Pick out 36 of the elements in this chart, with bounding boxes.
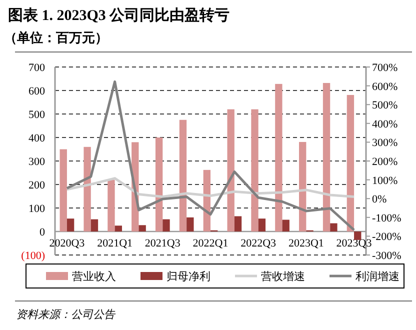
y-tick-label: (100) xyxy=(21,250,46,262)
y-tick-label: 300 xyxy=(28,156,46,168)
y2-tick-label: 0% xyxy=(372,194,387,206)
x-tick-label: 2021Q1 xyxy=(97,238,133,250)
y-tick-label: 600 xyxy=(28,86,46,98)
y2-tick-label: 300% xyxy=(372,137,398,150)
y-tick-label: 500 xyxy=(28,109,46,121)
y2-tick-label: 200% xyxy=(372,156,398,168)
x-tick-label: 2023Q3 xyxy=(336,238,372,250)
y-tick-label: 0 xyxy=(40,226,46,238)
y2-tick-label: 100% xyxy=(372,174,398,187)
line-series xyxy=(66,80,356,232)
x-tick-label: 2020Q3 xyxy=(49,238,86,250)
x-tick-label: 2022Q3 xyxy=(240,238,277,250)
x-tick-label: 2023Q1 xyxy=(288,238,324,250)
chart-subtitle: （单位：百万元） xyxy=(4,30,108,45)
y2-tick-label: 400% xyxy=(372,118,398,130)
legend-label: 营收增速 xyxy=(261,270,305,283)
text: 资料来源：公司公告 xyxy=(16,308,116,321)
legend-label: 归母净利 xyxy=(166,270,210,283)
line-series xyxy=(66,177,356,198)
y2-tick-label: 700% xyxy=(372,62,398,74)
x-tick-label: 2021Q3 xyxy=(144,238,181,250)
y-tick-label: 100 xyxy=(28,203,46,215)
y2-tick-label: 500% xyxy=(372,100,398,112)
y-tick-label: 200 xyxy=(28,180,46,192)
legend-label: 营业收入 xyxy=(72,270,116,283)
y-tick-label: 700 xyxy=(28,62,46,74)
chart-title: 图表 1. 2023Q3 公司同比由盈转亏 xyxy=(8,7,230,24)
x-tick-label: 2022Q1 xyxy=(192,238,228,250)
y2-tick-label: -100% xyxy=(372,212,402,224)
legend-label: 利润增速 xyxy=(356,270,400,283)
y2-tick-label: 600% xyxy=(372,80,398,93)
y2-tick-label: -300% xyxy=(372,250,402,262)
y-tick-label: 400 xyxy=(28,132,46,144)
y2-tick-label: -200% xyxy=(372,231,402,244)
